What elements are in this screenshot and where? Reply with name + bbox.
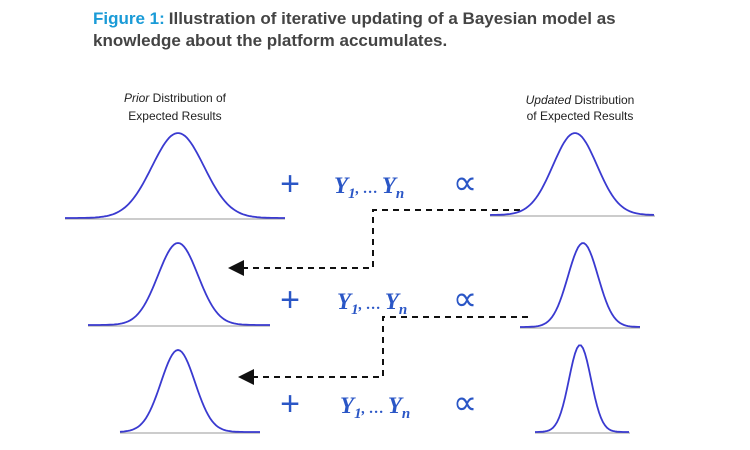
relation: ∝ bbox=[453, 164, 477, 202]
figure-label: Figure 1: bbox=[93, 9, 165, 28]
updated-heading: of Expected Results bbox=[527, 109, 634, 123]
caption-line: knowledge about the platform accumulates… bbox=[93, 31, 447, 50]
rows: + Y1, … Yn ∝+ Y1, … Yn ∝+ Y1, … Yn ∝ bbox=[280, 164, 477, 423]
ellipsis: , … bbox=[355, 181, 382, 197]
operator: + bbox=[280, 165, 300, 203]
caption: Figure 1: Illustration of iterative updat… bbox=[93, 9, 616, 28]
updated-heading: Updated Distribution bbox=[526, 93, 635, 107]
symbol: Y bbox=[334, 173, 350, 198]
bell-curve bbox=[88, 242, 270, 326]
bell-curve bbox=[489, 132, 655, 216]
index: n bbox=[402, 406, 410, 422]
symbol: Y bbox=[382, 173, 398, 198]
bell-curve bbox=[119, 349, 260, 433]
index: 1 bbox=[351, 302, 359, 318]
operator: + bbox=[280, 385, 300, 423]
symbol: Y bbox=[385, 289, 401, 314]
curves bbox=[65, 132, 655, 434]
symbol: Y bbox=[340, 393, 356, 418]
update-arrow bbox=[238, 316, 528, 385]
index: 1 bbox=[354, 406, 362, 422]
data-term: Y1, … Yn bbox=[340, 393, 410, 422]
bell-curve bbox=[535, 344, 629, 433]
ellipsis: , … bbox=[361, 401, 388, 417]
index: n bbox=[399, 302, 407, 318]
data-term: Y1, … Yn bbox=[334, 173, 404, 202]
index: 1 bbox=[348, 186, 356, 202]
operator: + bbox=[280, 281, 300, 319]
index: n bbox=[396, 186, 404, 202]
emphasis: Prior bbox=[124, 91, 150, 105]
relation: ∝ bbox=[453, 384, 477, 422]
caption-line: Illustration of iterative updating of a … bbox=[169, 9, 616, 28]
bell-curve bbox=[65, 132, 285, 219]
prior-heading: Prior Distribution of bbox=[124, 91, 227, 105]
symbol: Y bbox=[388, 393, 404, 418]
ellipsis: , … bbox=[358, 297, 385, 313]
relation: ∝ bbox=[453, 280, 477, 318]
data-term: Y1, … Yn bbox=[337, 289, 407, 318]
heading-text: Distribution bbox=[571, 93, 634, 107]
update-arrow bbox=[228, 209, 520, 276]
heading-text: Distribution of bbox=[149, 91, 226, 105]
bell-curve bbox=[520, 242, 640, 328]
prior-heading: Expected Results bbox=[128, 109, 221, 123]
emphasis: Updated bbox=[526, 93, 572, 107]
symbol: Y bbox=[337, 289, 353, 314]
